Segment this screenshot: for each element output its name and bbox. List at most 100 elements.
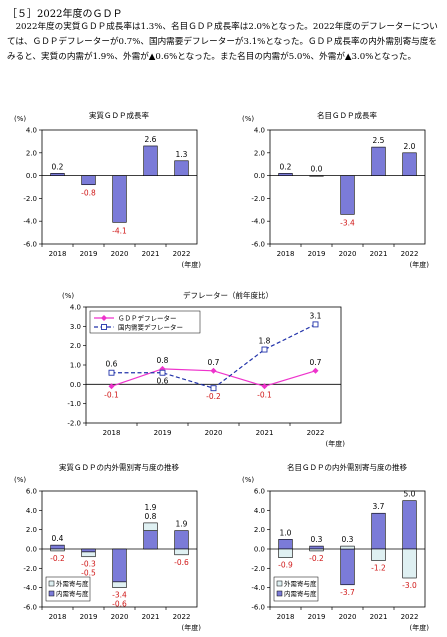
data-label: 0.6 [106,360,118,369]
domestic-demand-deflator-point [210,385,217,392]
domestic-bar-segment [81,548,96,553]
y-tick-label: -4.0 [23,584,37,592]
data-label: -3.4 [112,591,127,600]
data-label: 5.0 [404,490,416,499]
y-tick-label: -2.0 [23,565,37,573]
domestic-bar-segment [50,544,65,550]
data-label: -3.0 [402,581,417,590]
x-tick-label: 2018 [49,250,67,258]
bar [143,145,158,176]
year-unit-label: (年度) [182,260,202,269]
external-bar-segment [371,548,386,561]
x-tick-label: 2021 [256,429,274,437]
external-bar-segment [309,548,324,552]
domestic-demand-deflator-line [111,323,316,389]
data-label: -0.2 [50,554,65,563]
external-bar-segment [340,545,355,550]
gdp-deflator-point [108,383,115,390]
bar [174,160,189,176]
bar [81,175,96,186]
chart-title: 名目ＧＤＰの内外需別寄与度の推移 [287,462,407,472]
summary-paragraph: 2022年度の実質ＧＤＰ成長率は1.3%、名目ＧＤＰ成長率は2.0%となった。2… [7,22,438,62]
external-bar-segment [174,548,189,556]
y-tick-label: -6.0 [251,241,265,249]
y-tick-label: 0.0 [26,172,37,180]
data-label: -0.6 [112,600,127,609]
data-label: 0.4 [52,534,64,543]
domestic-bar-segment [371,512,386,550]
y-tick-label: 2.0 [26,526,37,534]
y-tick-label: 0.0 [26,546,37,554]
data-label: 1.3 [176,150,188,159]
data-label: 3.1 [310,311,322,320]
legend-label: ＧＤＰデフレーター [118,314,177,323]
external-bar-segment [278,548,293,558]
bar [50,173,65,176]
y-tick-label: 0.0 [254,172,265,180]
y-tick-label: -1.0 [67,400,81,408]
y-tick-label: 4.0 [70,304,81,312]
x-tick-label: 2020 [111,250,129,258]
y-tick-label: -4.0 [23,218,37,226]
x-tick-label: 2018 [103,429,121,437]
domestic-demand-deflator-point [312,321,319,328]
x-tick-label: 2019 [154,429,172,437]
data-label: 1.9 [176,520,188,529]
y-unit-label: (%) [242,476,254,484]
data-label: -0.1 [104,390,119,399]
bar [340,175,355,215]
bar [371,146,386,176]
bar [278,173,293,176]
x-tick-label: 2021 [370,613,388,621]
plot-frame [269,129,426,245]
bar [309,175,324,177]
data-label: 0.3 [311,535,323,544]
legend-label: 内需寄与度 [56,589,89,598]
chart-title: デフレーター（前年度比） [183,290,273,300]
plot-frame [41,129,198,245]
external-bar-segment [402,548,417,579]
x-tick-label: 2022 [173,613,191,621]
data-label: -0.6 [174,558,189,567]
x-tick-label: 2022 [401,250,419,258]
y-tick-label: 2.0 [26,149,37,157]
gdp-deflator-point [312,367,319,374]
x-tick-label: 2021 [142,250,160,258]
legend-box [89,310,201,334]
data-label: 2.0 [404,142,416,151]
legend-swatch [48,590,55,597]
legend-label: 国内需要デフレーター [118,323,183,332]
x-tick-label: 2022 [173,250,191,258]
data-label: 0.7 [208,358,220,367]
section-title: ［５］2022年度のＧＤＰ [7,9,123,20]
deflator-chart: 4.0 3.0 2.0 1.0 0.0 -1.0 -2.0 2018 2019 2020 2021 2… [62,290,346,448]
y-tick-label: -6.0 [23,241,37,249]
data-label: 0.6 [157,377,169,386]
domestic-demand-deflator-point [108,369,115,376]
y-unit-label: (%) [62,292,74,300]
y-tick-label: -2.0 [251,565,265,573]
legend-swatch [48,580,55,587]
y-tick-label: 6.0 [26,488,37,496]
y-tick-label: 0.0 [254,546,265,554]
y-unit-label: (%) [14,115,26,123]
bar [402,152,417,176]
x-tick-label: 2020 [205,429,223,437]
data-label: 2.5 [373,136,385,145]
data-label: 0.8 [157,356,169,365]
x-tick-label: 2021 [370,250,388,258]
data-label: 3.7 [373,502,385,511]
y-tick-label: 0.0 [70,381,81,389]
year-unit-label: (年度) [326,439,346,448]
bar [112,175,127,223]
data-label: 0.7 [310,358,322,367]
data-label: 0.0 [311,165,323,174]
data-label: 2.6 [145,135,157,144]
domestic-bar-segment [112,548,127,583]
y-tick-label: 2.0 [254,526,265,534]
legend-swatch [276,590,283,597]
data-label: 1.9 [145,503,157,512]
x-tick-label: 2022 [307,429,325,437]
data-label: -3.4 [340,218,355,227]
y-tick-label: -4.0 [251,218,265,226]
